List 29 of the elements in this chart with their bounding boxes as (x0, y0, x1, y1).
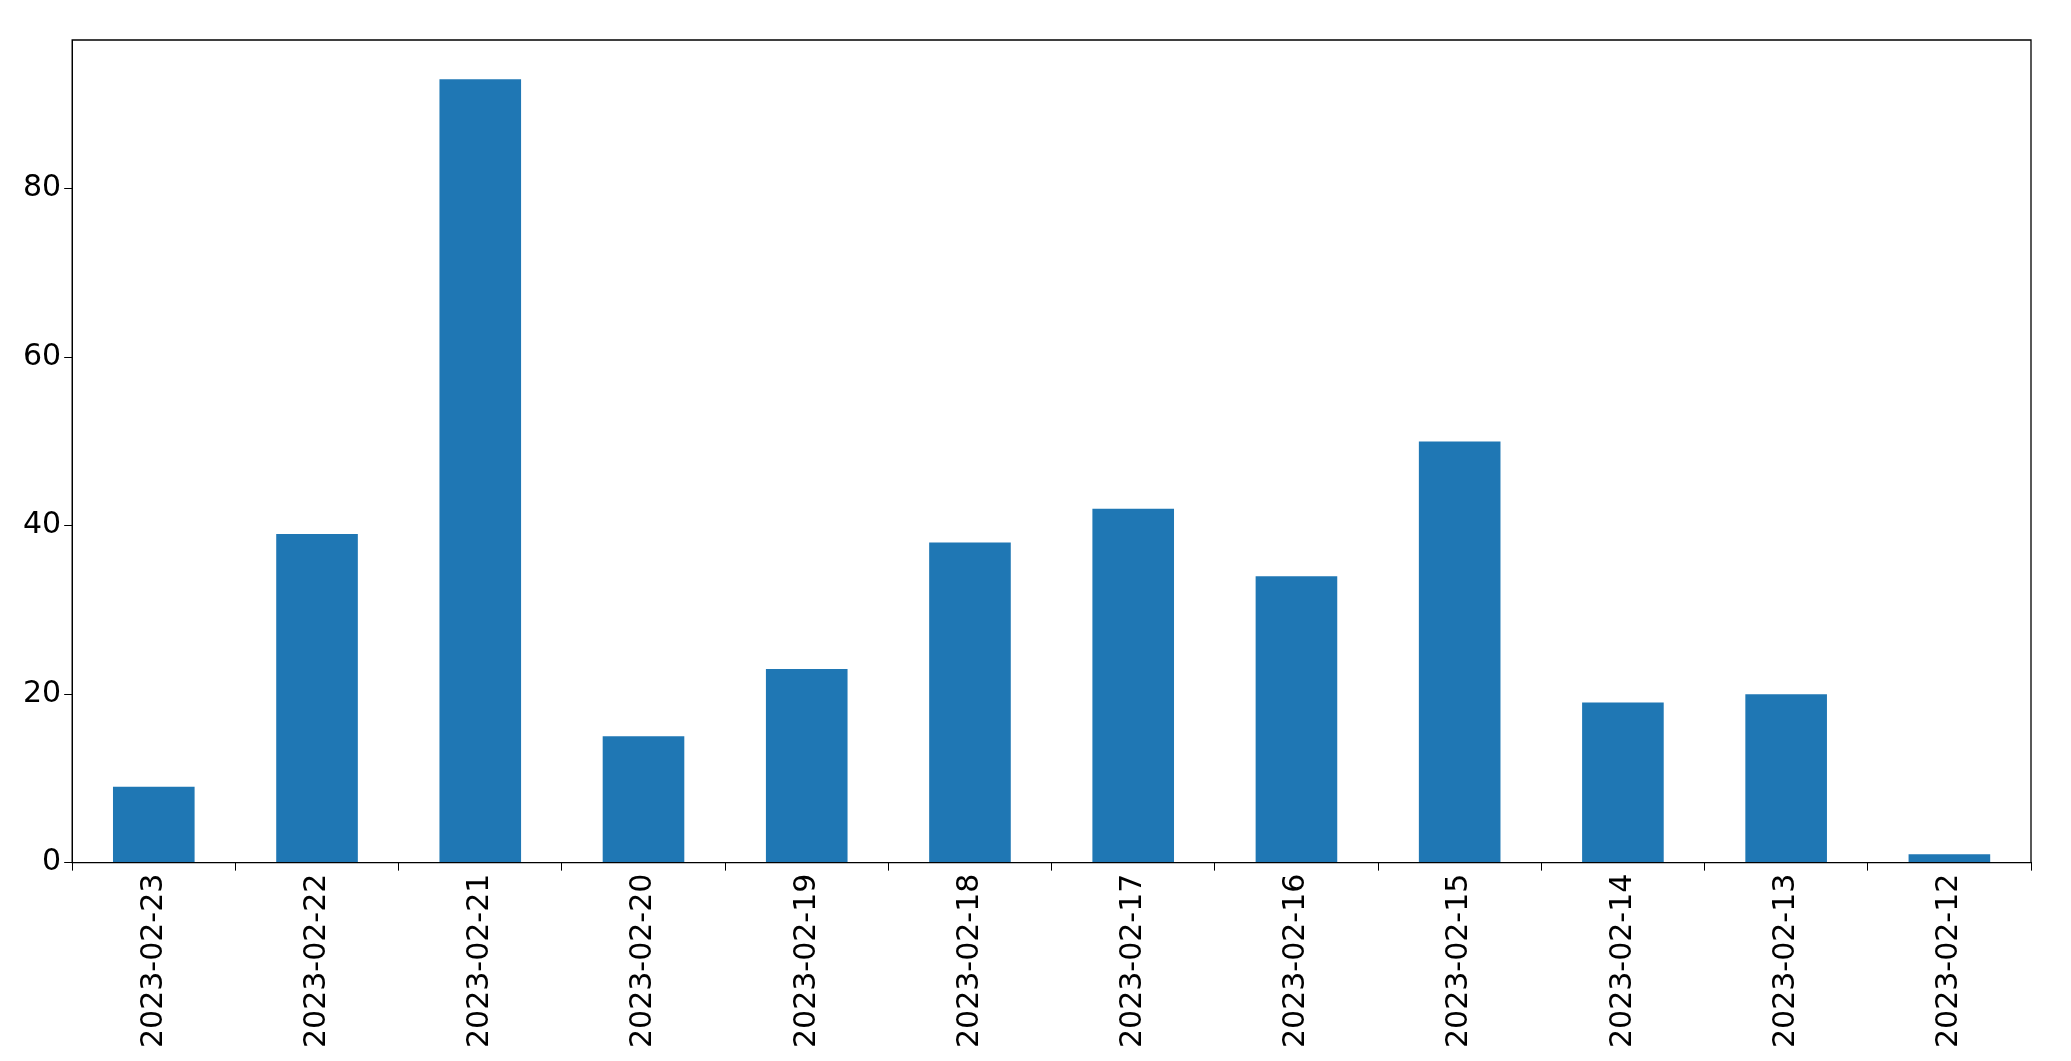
x-tick-label: 2023-02-17 (1113, 873, 1148, 1049)
bar (439, 79, 522, 863)
bar (1582, 702, 1664, 863)
bar (1745, 694, 1827, 863)
x-tick-label: 2023-02-19 (786, 873, 822, 1049)
x-tick-label: 2023-02-16 (1276, 873, 1312, 1049)
y-tick-label: 20 (22, 673, 62, 709)
x-tick-label: 2023-02-18 (949, 873, 985, 1049)
bar (276, 534, 358, 863)
x-tick-label: 2023-02-23 (133, 873, 169, 1049)
bar (602, 736, 685, 863)
bar (1255, 576, 1338, 863)
bar (1092, 508, 1175, 863)
x-tick-label: 2023-02-21 (460, 873, 496, 1049)
bar (1908, 854, 1991, 863)
bar (1418, 441, 1501, 863)
x-tick-label: 2023-02-22 (296, 873, 332, 1049)
bar (112, 786, 195, 863)
y-tick-label: 60 (22, 336, 62, 372)
x-tick-label: 2023-02-14 (1602, 873, 1638, 1049)
x-tick-label: 2023-02-13 (1765, 873, 1801, 1049)
y-tick-label: 80 (22, 168, 62, 204)
x-tick-label: 2023-02-20 (623, 873, 659, 1049)
x-tick-label: 2023-02-12 (1929, 873, 1965, 1049)
y-tick-label: 0 (42, 842, 62, 878)
bar (929, 542, 1011, 863)
x-tick-label: 2023-02-15 (1439, 873, 1475, 1049)
y-tick-label: 40 (22, 505, 62, 541)
bar (765, 668, 848, 863)
